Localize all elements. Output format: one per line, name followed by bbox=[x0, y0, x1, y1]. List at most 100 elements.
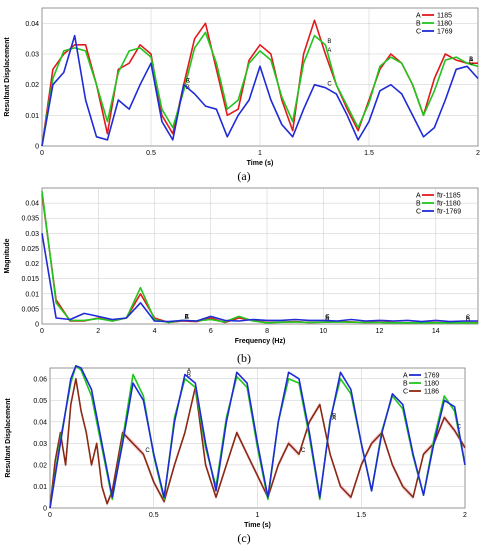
series-point-marker: C bbox=[327, 82, 332, 88]
series-point-marker: B bbox=[469, 57, 473, 63]
series-point-marker: C bbox=[301, 448, 306, 454]
y-tick-label: 0 bbox=[43, 506, 47, 513]
y-tick-label: 0.06 bbox=[33, 376, 47, 383]
x-tick-label: 1.5 bbox=[356, 512, 366, 519]
chart-panel-2: 0 2 4 6 8 10 12 14 0 0.005 0.01 0.015 0.02 0.025 0.03 0… bbox=[4, 187, 479, 365]
series-point-marker: B bbox=[187, 373, 191, 379]
y-tick-label: 0.02 bbox=[25, 82, 39, 89]
legend-marker: A bbox=[416, 13, 421, 20]
y-tick-label: 0 bbox=[35, 322, 39, 329]
x-tick-label: 0 bbox=[40, 328, 44, 335]
legend-label: 1186 bbox=[424, 389, 439, 396]
y-tick-label: 0.01 bbox=[25, 291, 39, 298]
series-line-c bbox=[41, 34, 479, 147]
series-line-a bbox=[49, 365, 466, 509]
series-point-marker: A bbox=[187, 368, 191, 374]
x-tick-label: 2 bbox=[96, 328, 100, 335]
legend-label: 1769 bbox=[437, 29, 453, 36]
y-tick-label: 0.04 bbox=[25, 21, 39, 28]
x-tick-label: 0 bbox=[40, 150, 44, 157]
y-tick-label: 0.01 bbox=[33, 484, 47, 491]
x-axis-label: Frequency (Hz) bbox=[235, 338, 286, 345]
y-tick-label: 0.03 bbox=[25, 52, 39, 59]
y-tick-label: 0.025 bbox=[21, 246, 39, 253]
legend-label: 1185 bbox=[437, 13, 452, 20]
series-point-marker: C bbox=[469, 60, 474, 66]
legend-marker: B bbox=[416, 201, 421, 208]
y-tick-label: 0.02 bbox=[33, 462, 47, 469]
y-axis-label: Resultant Displacement bbox=[4, 37, 11, 117]
legend-label: 1180 bbox=[437, 21, 452, 28]
y-tick-label: 0.03 bbox=[25, 231, 39, 238]
x-tick-label: 6 bbox=[209, 328, 213, 335]
series-line-c bbox=[41, 233, 478, 323]
x-tick-label: 8 bbox=[265, 328, 269, 335]
y-tick-label: 0.04 bbox=[25, 201, 39, 208]
series-point-marker: C bbox=[185, 314, 190, 320]
y-tick-label: 0 bbox=[35, 144, 39, 151]
plot-area bbox=[41, 187, 479, 325]
chart-panel-3: 0 0.5 1 1.5 200.010.020.030.040.050.06C CCBBA… bbox=[5, 365, 467, 545]
legend-marker: B bbox=[403, 381, 408, 388]
series-line-b bbox=[41, 190, 478, 324]
series-point-marker: C bbox=[325, 314, 330, 320]
y-axis-label: Magnitude bbox=[4, 238, 11, 273]
series-point-marker: A bbox=[325, 316, 329, 322]
legend-marker: C bbox=[416, 209, 421, 216]
series-point-marker: A bbox=[186, 79, 190, 85]
series-point-marker: B bbox=[466, 317, 470, 323]
series-point-marker: B bbox=[327, 39, 331, 45]
x-tick-label: 1 bbox=[258, 150, 262, 157]
series-point-marker: A bbox=[466, 316, 470, 322]
panel-caption: (b) bbox=[237, 351, 251, 365]
series-point-marker: B bbox=[185, 314, 189, 320]
x-tick-label: 0.5 bbox=[149, 512, 159, 519]
legend-marker: A bbox=[403, 373, 408, 380]
y-tick-label: 0.04 bbox=[33, 419, 47, 426]
series-point-marker: A bbox=[327, 48, 331, 54]
series-point-marker: C bbox=[145, 448, 150, 454]
legend-label: ftr-1769 bbox=[437, 209, 461, 216]
x-tick-label: 4 bbox=[153, 328, 157, 335]
series-point-marker: B bbox=[332, 414, 336, 420]
x-tick-label: 10 bbox=[319, 328, 327, 335]
series-point-marker: C bbox=[466, 315, 471, 321]
legend-label: ftr-1180 bbox=[437, 201, 461, 208]
y-tick-label: 0.02 bbox=[25, 261, 39, 268]
x-tick-label: 0 bbox=[48, 512, 52, 519]
x-axis-label: Time (s) bbox=[244, 522, 271, 529]
legend-marker: C bbox=[416, 29, 421, 36]
y-tick-label: 0.05 bbox=[33, 398, 47, 405]
x-tick-label: 2 bbox=[463, 512, 467, 519]
series-point-marker: C bbox=[457, 424, 462, 430]
y-tick-label: 0.005 bbox=[21, 306, 39, 313]
legend-marker: C bbox=[403, 389, 408, 396]
x-tick-label: 1 bbox=[256, 512, 260, 519]
series-point-marker: A bbox=[332, 416, 336, 422]
y-tick-label: 0.015 bbox=[21, 276, 39, 283]
y-tick-label: 0.03 bbox=[33, 441, 47, 448]
series-point-marker: C bbox=[186, 79, 191, 85]
legend-label: 1180 bbox=[424, 381, 439, 388]
panel-caption: (a) bbox=[237, 169, 250, 183]
series-line-b bbox=[41, 31, 479, 147]
x-axis-label: Time (s) bbox=[247, 160, 274, 167]
series-line-c bbox=[49, 378, 466, 509]
x-tick-label: 0.5 bbox=[146, 150, 156, 157]
x-tick-label: 12 bbox=[376, 328, 384, 335]
x-tick-label: 2 bbox=[476, 150, 480, 157]
panel-caption: (c) bbox=[237, 531, 250, 545]
x-tick-label: 14 bbox=[432, 328, 440, 335]
x-tick-label: 1.5 bbox=[364, 150, 374, 157]
series-point-marker: A bbox=[185, 315, 189, 321]
y-axis-label: Resultant Displacement bbox=[5, 398, 12, 478]
y-tick-label: 0.035 bbox=[21, 216, 39, 223]
legend-marker: B bbox=[416, 21, 421, 28]
series-point-marker: A bbox=[469, 57, 473, 63]
legend-label: ftr-1185 bbox=[437, 193, 461, 200]
legend-marker: A bbox=[416, 193, 421, 200]
legend-label: 1769 bbox=[424, 373, 440, 380]
series-point-marker: B bbox=[325, 316, 329, 322]
